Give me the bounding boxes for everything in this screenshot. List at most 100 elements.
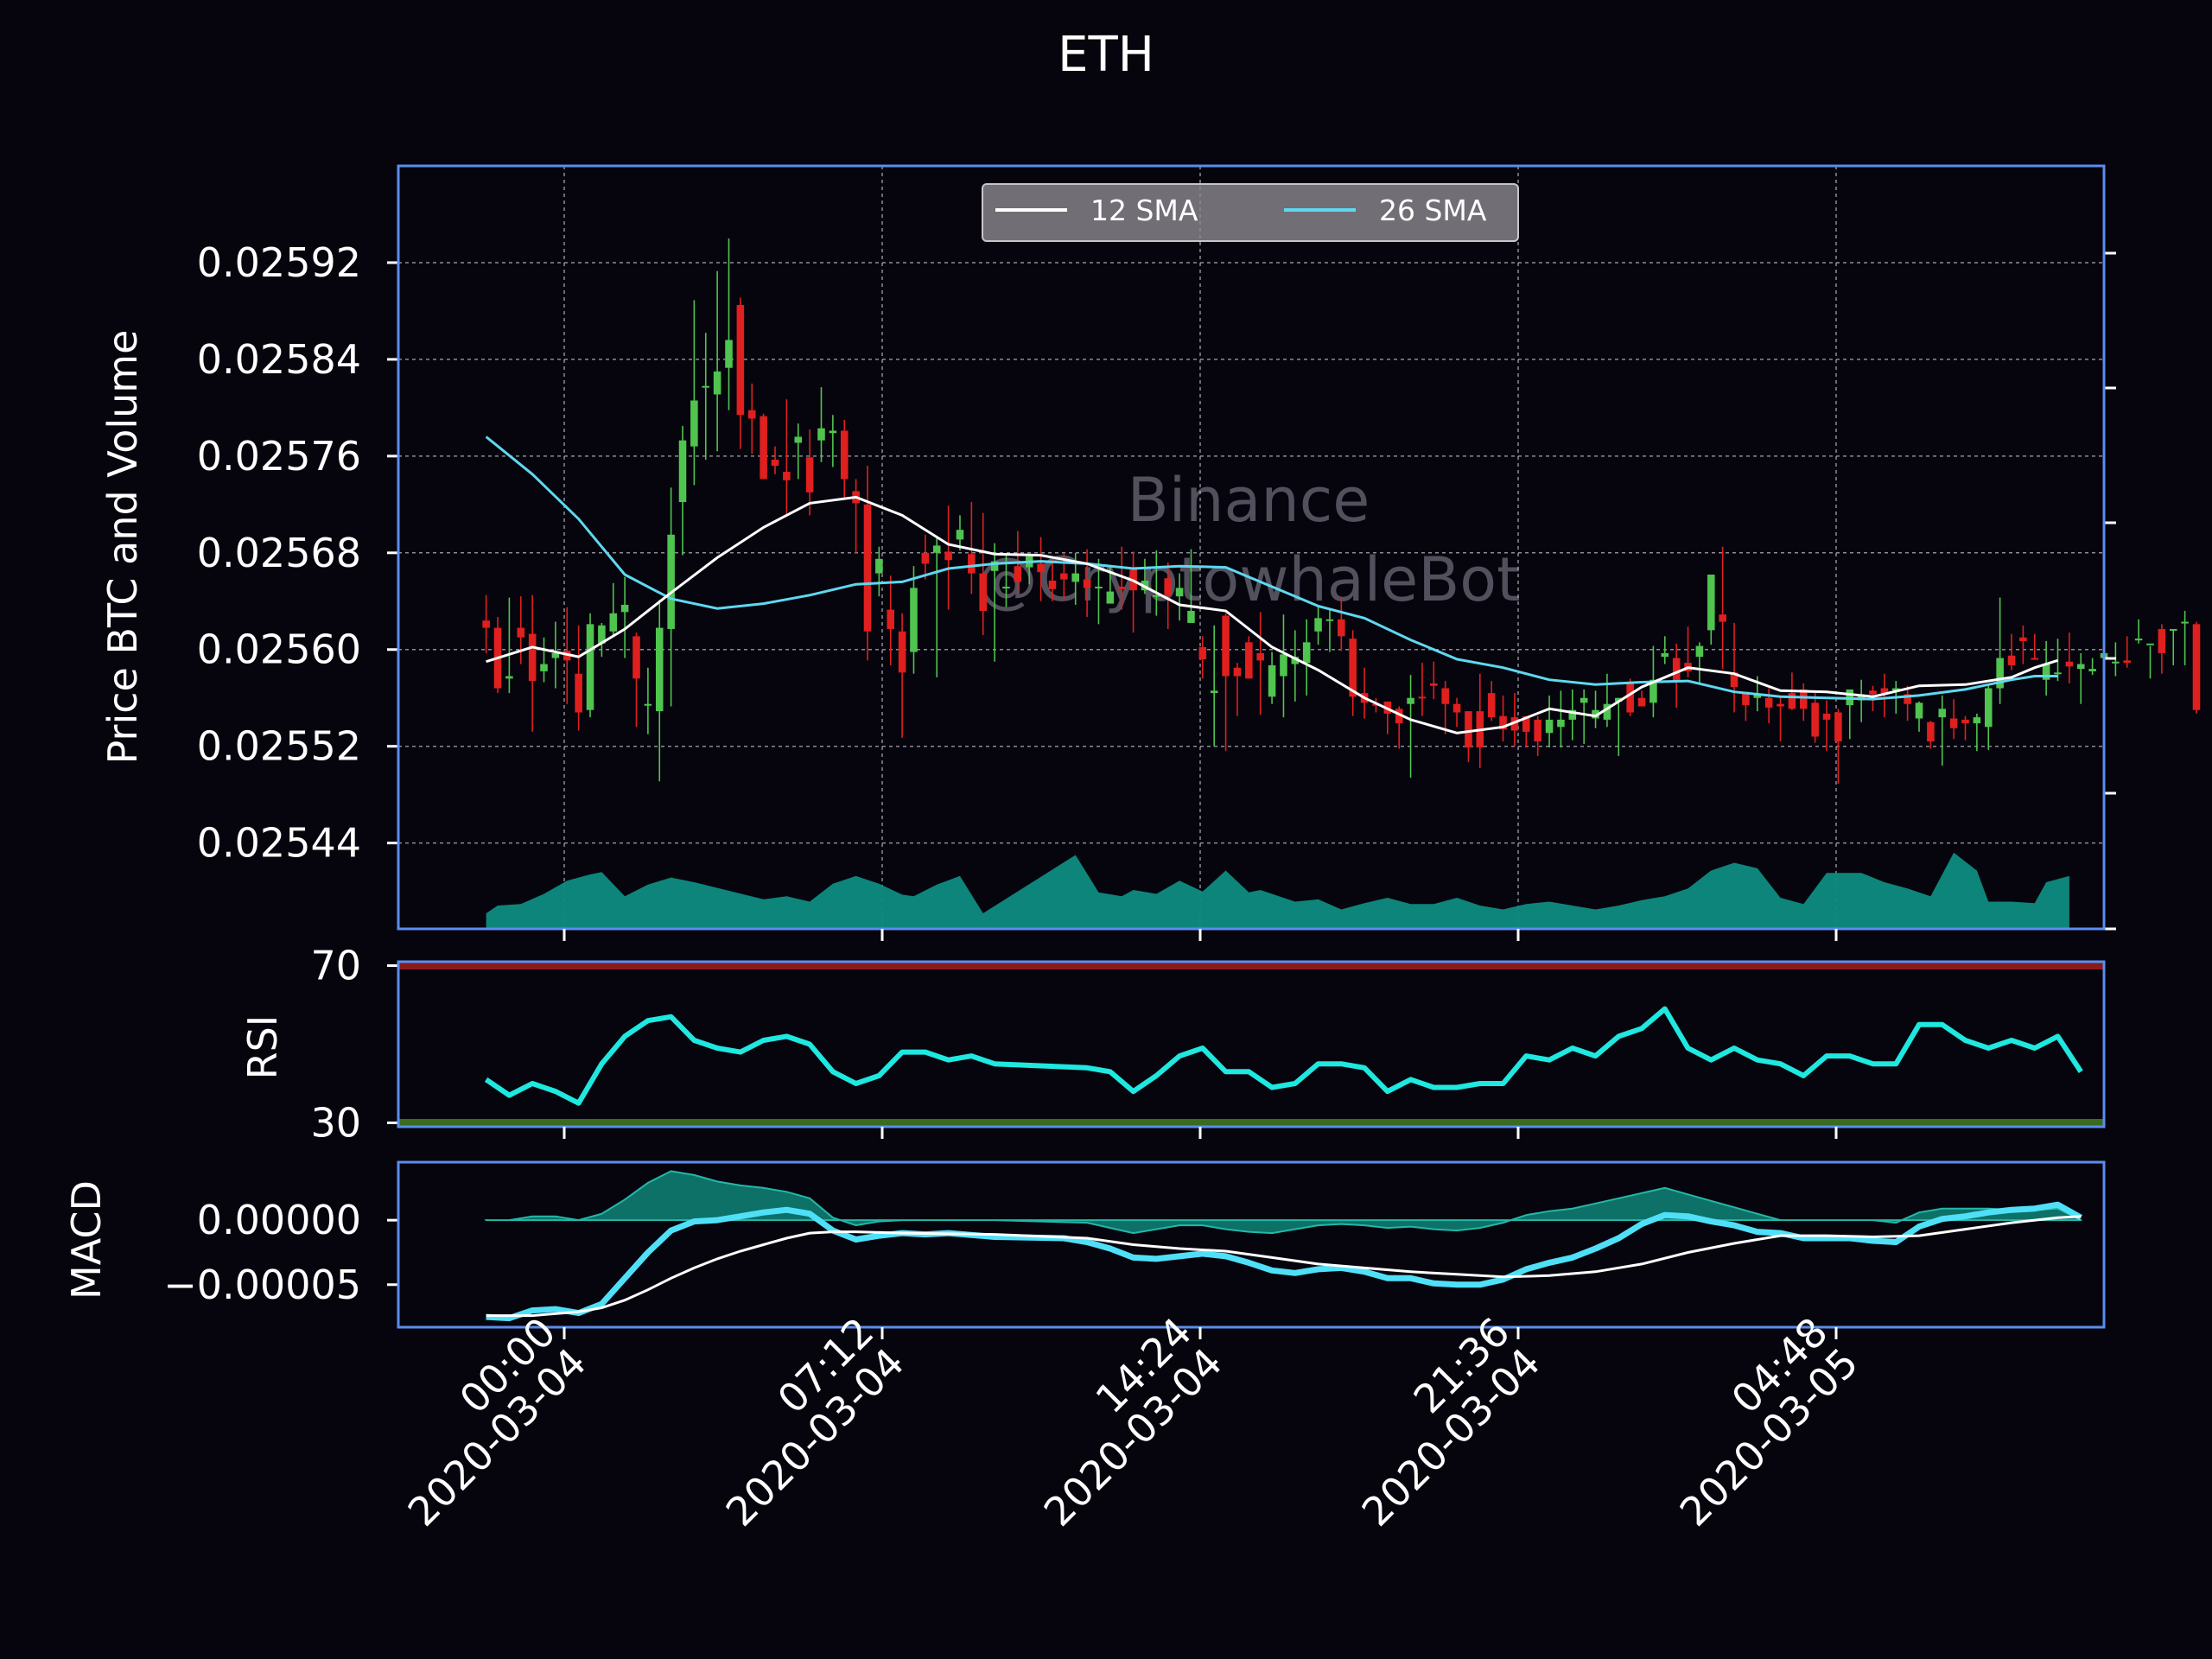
- rsi-panel-frame: [397, 960, 2106, 1128]
- candle-up: [1603, 673, 1611, 728]
- candle-up: [725, 238, 733, 410]
- candlesticks: [482, 238, 2201, 785]
- candle-up: [2054, 639, 2062, 682]
- candle-up: [1580, 689, 1588, 744]
- candle-up: [956, 515, 964, 550]
- candle-down: [1430, 661, 1438, 700]
- candle-down: [1949, 699, 1958, 740]
- candle-body: [1452, 703, 1461, 713]
- candle-body: [1834, 712, 1842, 742]
- candle-body: [1753, 694, 1762, 698]
- candle-down: [1522, 715, 1530, 748]
- candle-up: [1095, 558, 1103, 625]
- candle-body: [1742, 691, 1750, 706]
- price-y-ticks: 0.02544 0.02552 0.02560 0.02568 0.02576 0.025…: [197, 239, 398, 867]
- candle-body: [1245, 642, 1253, 679]
- candle-up: [1568, 689, 1577, 741]
- candle-down: [805, 429, 814, 516]
- candle-up: [1973, 713, 1981, 752]
- candle-body: [1777, 703, 1784, 707]
- sma26-line: [485, 435, 2058, 701]
- candle-body: [910, 588, 918, 652]
- candle-down: [482, 594, 490, 653]
- price-y-tick-label: 0.02544: [197, 820, 361, 867]
- candle-body: [1949, 718, 1958, 728]
- candle-body: [968, 554, 976, 574]
- candle-down: [1880, 673, 1889, 718]
- candle-down: [887, 575, 895, 665]
- candle-down: [771, 446, 779, 474]
- candle-up: [609, 582, 618, 637]
- candle-body: [517, 627, 525, 638]
- candle-body: [760, 416, 767, 480]
- candle-up: [1291, 630, 1300, 702]
- candle-body: [1187, 610, 1195, 623]
- candle-down: [575, 625, 582, 731]
- candle-up: [678, 425, 687, 556]
- candle-body: [956, 530, 964, 540]
- legend-label-sma12: 12 SMA: [1090, 194, 1198, 227]
- candle-body: [1083, 579, 1091, 588]
- candle-body: [2181, 621, 2189, 624]
- candle-down: [1338, 597, 1345, 652]
- candle-body: [2112, 661, 2120, 664]
- candle-body: [840, 430, 849, 480]
- candle-down: [1465, 711, 1472, 762]
- candle-body: [1280, 654, 1287, 677]
- candle-down: [1777, 697, 1784, 742]
- rsi-line: [484, 1006, 2083, 1106]
- candle-down: [1626, 678, 1634, 716]
- volume-area-fill: [486, 852, 2069, 929]
- candle-body: [1291, 657, 1300, 664]
- candle-down: [898, 613, 906, 738]
- candle-body: [655, 627, 664, 712]
- candle-body: [632, 636, 640, 679]
- candle-body: [551, 652, 560, 658]
- candle-up: [1592, 690, 1599, 728]
- candle-down: [1764, 688, 1773, 724]
- candle-down: [783, 399, 791, 516]
- candle-body: [1095, 586, 1103, 588]
- candle-body: [1730, 672, 1738, 688]
- candle-up: [1996, 597, 2004, 704]
- watermark-line-1: Binance: [1128, 465, 1370, 536]
- candle-body: [1626, 683, 1634, 713]
- candle-body: [979, 573, 988, 611]
- candle-down: [1083, 549, 1091, 617]
- candle-up: [1938, 695, 1947, 766]
- candle-body: [805, 457, 814, 493]
- candle-down: [1245, 636, 1253, 679]
- candle-body: [1164, 578, 1172, 595]
- candle-body: [2158, 628, 2166, 653]
- candle-body: [2123, 660, 2132, 664]
- candle-body: [771, 460, 779, 467]
- candle-body: [829, 430, 837, 434]
- candle-down: [1441, 681, 1449, 734]
- candle-up: [1268, 652, 1276, 704]
- rsi-y-tick-label: 70: [310, 943, 361, 989]
- candle-body: [1891, 688, 1900, 691]
- candle-body: [1465, 711, 1472, 748]
- price-axis-label: Price BTC and Volume: [99, 330, 146, 765]
- candle-down: [1499, 695, 1507, 742]
- candle-body: [794, 436, 803, 443]
- candle-body: [1927, 721, 1935, 742]
- candle-down: [1822, 700, 1831, 752]
- macd-y-tick-label: −0.00005: [163, 1262, 361, 1308]
- candle-body: [1719, 614, 1726, 622]
- candle-body: [1002, 586, 1010, 588]
- candle-body: [609, 613, 618, 632]
- candle-body: [863, 504, 872, 632]
- candle-body: [1325, 619, 1334, 621]
- candle-down: [2192, 621, 2201, 714]
- candle-body: [1695, 645, 1704, 658]
- candle-down: [1534, 715, 1541, 756]
- candle-body: [1857, 694, 1866, 701]
- candle-body: [1499, 715, 1507, 730]
- candle-body: [1395, 709, 1403, 724]
- candle-down: [1037, 537, 1045, 601]
- candle-down: [1164, 562, 1172, 629]
- candle-up: [2088, 658, 2096, 676]
